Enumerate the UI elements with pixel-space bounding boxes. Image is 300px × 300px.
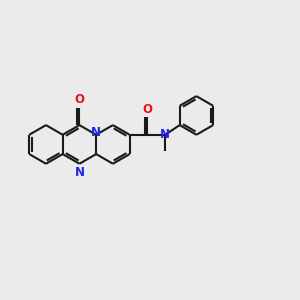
Text: N: N — [74, 166, 84, 178]
Text: O: O — [74, 93, 84, 106]
Text: O: O — [142, 103, 152, 116]
Text: N: N — [160, 128, 170, 141]
Text: N: N — [91, 126, 101, 140]
